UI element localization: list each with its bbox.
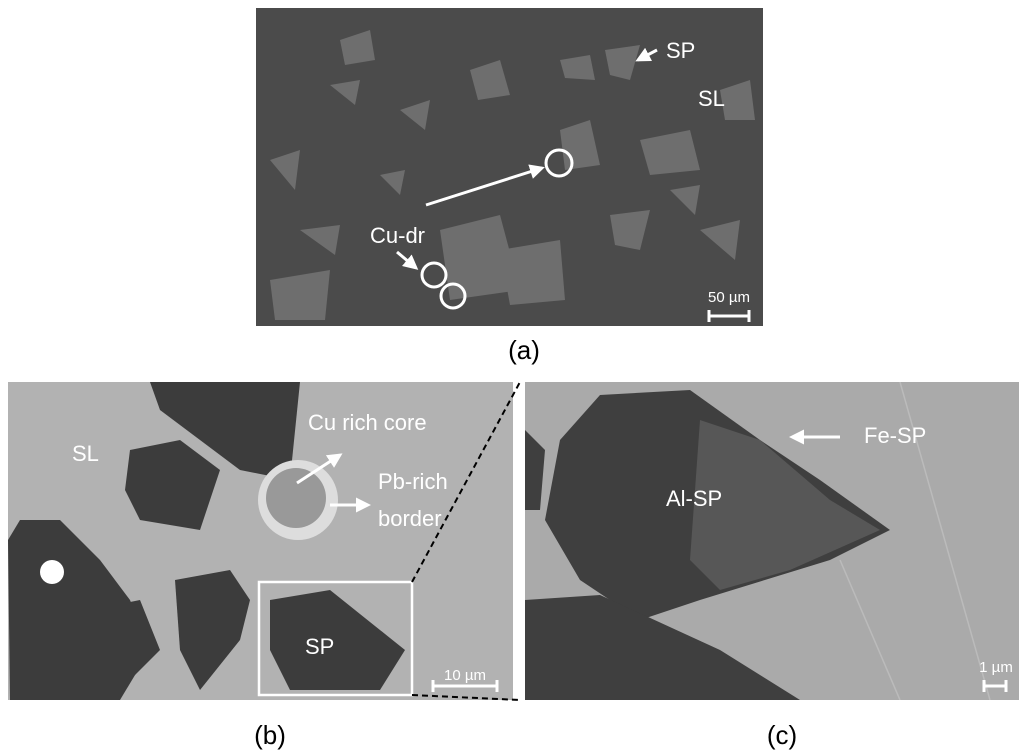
annotation: Cu rich core — [308, 410, 427, 435]
annotation: SL — [72, 441, 99, 466]
annotation: Al-SP — [666, 486, 722, 511]
micrograph-b — [8, 382, 513, 700]
annotation: Cu-dr — [370, 223, 425, 248]
annotation: Pb-rich — [378, 469, 448, 494]
annotation: SP — [666, 38, 695, 63]
figure: SP SL Cu-dr 50 µm (a) SL Cu rich core Pb… — [0, 0, 1019, 752]
annotation: border — [378, 506, 442, 531]
scale-bar-label: 1 µm — [979, 659, 1013, 676]
panel-label: (a) — [508, 335, 540, 365]
annotation: SL — [698, 86, 725, 111]
annotation: Fe-SP — [864, 423, 926, 448]
scale-bar-label: 50 µm — [708, 289, 750, 306]
panel-label: (b) — [254, 720, 286, 750]
panel-label: (c) — [767, 720, 797, 750]
scale-bar-label: 10 µm — [444, 667, 486, 684]
annotation: SP — [305, 634, 334, 659]
micrograph-c — [525, 382, 1019, 700]
